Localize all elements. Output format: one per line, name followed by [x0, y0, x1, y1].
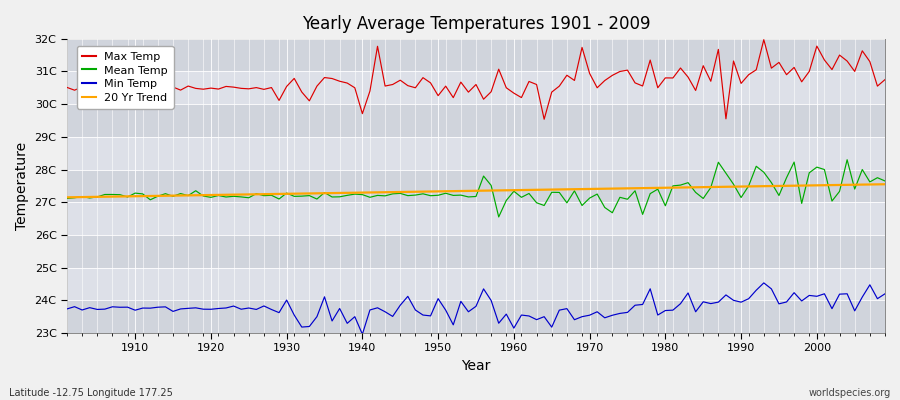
- Bar: [67, 202, 885, 235]
- Bar: [67, 268, 885, 300]
- Bar: [67, 72, 885, 104]
- Title: Yearly Average Temperatures 1901 - 2009: Yearly Average Temperatures 1901 - 2009: [302, 15, 650, 33]
- Text: worldspecies.org: worldspecies.org: [809, 388, 891, 398]
- Text: Latitude -12.75 Longitude 177.25: Latitude -12.75 Longitude 177.25: [9, 388, 173, 398]
- Bar: [67, 170, 885, 202]
- Bar: [67, 104, 885, 137]
- Legend: Max Temp, Mean Temp, Min Temp, 20 Yr Trend: Max Temp, Mean Temp, Min Temp, 20 Yr Tre…: [76, 46, 174, 109]
- Bar: [67, 39, 885, 72]
- Y-axis label: Temperature: Temperature: [15, 142, 29, 230]
- X-axis label: Year: Year: [462, 359, 490, 373]
- Bar: [67, 235, 885, 268]
- Bar: [67, 137, 885, 170]
- Bar: [67, 300, 885, 333]
